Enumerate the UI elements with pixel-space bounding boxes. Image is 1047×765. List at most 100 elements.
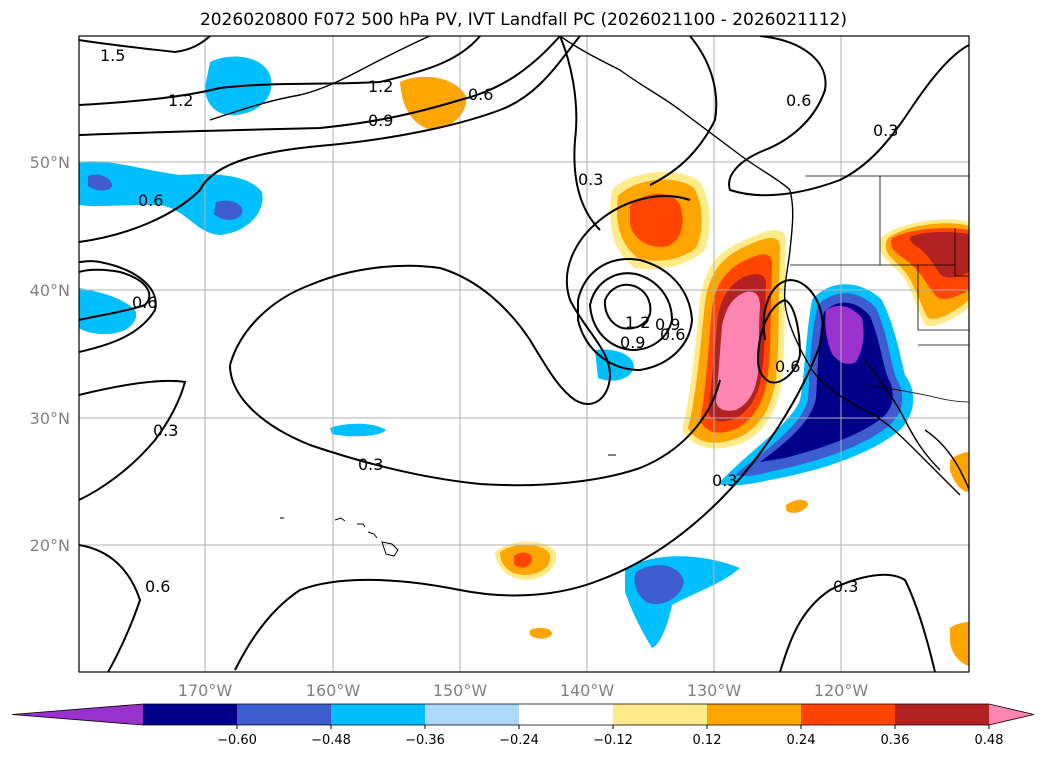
colorbar: −0.60 −0.48 −0.36 −0.24 −0.12 0.12 0.24 0.36 0.4… xyxy=(11,703,1035,748)
latitude-labels: 50°N 40°N 30°N 20°N xyxy=(30,153,70,555)
shade-se-corner2 xyxy=(950,622,969,666)
contour-label: 0.3 xyxy=(153,421,178,440)
positive-shading xyxy=(400,76,969,666)
shade-ne-purple xyxy=(825,305,864,364)
shade-nw-blue xyxy=(79,161,263,235)
lat-label-20n: 20°N xyxy=(30,536,70,555)
gridlines xyxy=(79,36,969,672)
lat-label-30n: 30°N xyxy=(30,409,70,428)
colorbar-tick-label: 0.48 xyxy=(975,733,1004,748)
contour-label: 0.9 xyxy=(620,333,645,352)
lon-label-120w: 120°W xyxy=(814,681,869,700)
contour-0-6-coast xyxy=(559,36,601,231)
colorbar-swatch xyxy=(801,704,896,725)
contour-0-3-central xyxy=(79,379,187,501)
negative-shading xyxy=(79,56,914,648)
contour-label: 0.3 xyxy=(578,170,603,189)
political-borders xyxy=(790,175,969,403)
island-hawaii-1 xyxy=(334,517,346,522)
map-frame xyxy=(78,35,970,673)
contour-0-6-east xyxy=(649,36,718,186)
contour-label: 0.6 xyxy=(138,191,163,210)
shade-small-pos2 xyxy=(530,627,552,639)
contour-1-5-top xyxy=(79,36,211,54)
coast-mexico xyxy=(924,429,969,491)
contour-1-2-upper xyxy=(79,36,481,106)
colorbar-tick-label: 0.24 xyxy=(787,733,816,748)
lon-label-150w: 150°W xyxy=(433,681,488,700)
contour-0-6-nw xyxy=(79,36,581,243)
map-plot-area: 1.5 1.2 1.2 0.6 0.9 0.6 0.3 0.6 0.3 0.6 … xyxy=(79,36,969,672)
contour-label-group: 1.5 1.2 1.2 0.6 0.9 0.6 0.3 0.6 0.3 0.6 … xyxy=(100,46,898,596)
contour-0-3-big xyxy=(234,278,824,671)
shade-small-blue xyxy=(330,423,386,437)
contour-label: 0.3 xyxy=(873,121,898,140)
contour-0-3-e xyxy=(779,573,936,672)
colorbar-tick-label: −0.24 xyxy=(499,733,539,748)
contour-0-3-south xyxy=(79,544,142,672)
coast-gulf-alaska xyxy=(559,36,791,191)
colorbar-tick-label: −0.48 xyxy=(311,733,351,748)
contour-label: 0.6 xyxy=(132,293,157,312)
contour-label: 0.6 xyxy=(786,91,811,110)
contour-label: 0.3 xyxy=(358,455,383,474)
contour-0-6-w xyxy=(79,260,157,353)
contour-0-9-loop xyxy=(588,272,674,352)
colorbar-tick-label: −0.12 xyxy=(593,733,633,748)
shade-nw-blue2 xyxy=(88,174,112,191)
colorbar-tick-label: 0.12 xyxy=(693,733,722,748)
contour-label: 0.6 xyxy=(145,577,170,596)
contour-0-3-lower xyxy=(229,364,721,487)
shade-w-blue xyxy=(79,288,137,335)
pv-contours xyxy=(79,36,969,672)
shade-south-blue2 xyxy=(634,565,684,604)
contour-label: 0.3 xyxy=(712,471,737,490)
lat-label-50n: 50°N xyxy=(30,153,70,172)
contour-0-9-w xyxy=(79,268,151,321)
island-hawaii-3 xyxy=(367,531,378,539)
contour-0-6-loop2 xyxy=(756,298,802,384)
contour-label: 1.5 xyxy=(100,46,125,65)
lon-label-170w: 170°W xyxy=(178,681,233,700)
colorbar-tick-label: 0.36 xyxy=(881,733,910,748)
colorbar-swatch xyxy=(707,704,802,725)
shade-gulf-orange xyxy=(400,76,467,130)
shade-small-pos xyxy=(786,499,808,513)
contour-label: 1.2 xyxy=(625,313,650,332)
contour-label: 1.2 xyxy=(368,77,393,96)
colorbar-swatch xyxy=(895,704,990,725)
contour-1-2-loop xyxy=(603,283,652,330)
colorbar-swatch xyxy=(519,704,614,725)
colorbar-swatch xyxy=(425,704,520,725)
island-hawaii-2 xyxy=(357,523,366,528)
map-title: 2026020800 F072 500 hPa PV, IVT Landfall… xyxy=(199,10,847,30)
shade-hawaii-red xyxy=(514,552,532,568)
colorbar-extend-low xyxy=(12,704,143,725)
contour-label: 0.3 xyxy=(833,577,858,596)
lon-label-160w: 160°W xyxy=(306,681,361,700)
coast-west-us xyxy=(783,189,961,496)
colorbar-swatch xyxy=(613,704,708,725)
colorbar-extend-high xyxy=(989,704,1034,725)
contour-label: 0.6 xyxy=(775,357,800,376)
shade-east-darkred xyxy=(909,232,969,278)
lat-label-40n: 40°N xyxy=(30,281,70,300)
colorbar-outline xyxy=(11,703,1035,726)
islands xyxy=(280,454,616,557)
lon-label-130w: 130°W xyxy=(687,681,742,700)
shade-offshore-red xyxy=(630,193,683,247)
contour-label: 0.6 xyxy=(468,85,493,104)
colorbar-tick-label: −0.36 xyxy=(405,733,445,748)
longitude-labels: 170°W 160°W 150°W 140°W 130°W 120°W xyxy=(178,681,869,700)
colorbar-tick-label: −0.60 xyxy=(217,733,257,748)
island-hawaii-4 xyxy=(381,541,399,557)
contour-0-3-ne xyxy=(728,36,969,197)
colorbar-swatch xyxy=(143,704,238,725)
contour-0-3-ring xyxy=(229,195,691,405)
contour-label: 1.2 xyxy=(168,91,193,110)
colorbar-swatch xyxy=(331,704,426,725)
contour-label: 0.6 xyxy=(660,325,685,344)
colorbar-swatch xyxy=(237,704,332,725)
contour-label: 0.9 xyxy=(368,111,393,130)
